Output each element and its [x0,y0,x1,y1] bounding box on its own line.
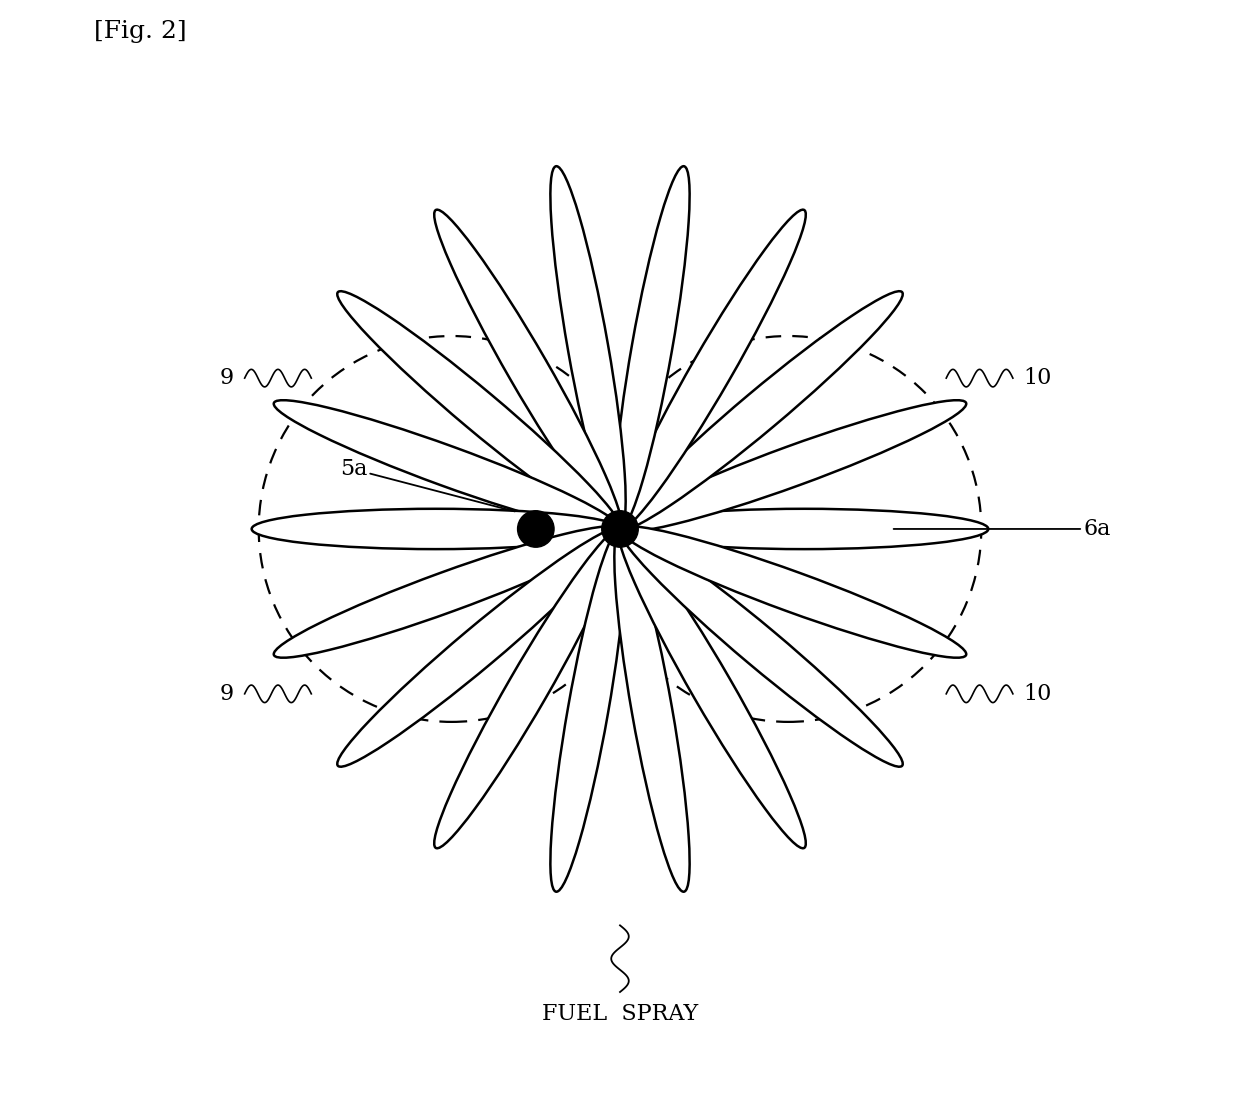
Text: 10: 10 [1023,367,1052,389]
Text: 5a: 5a [340,458,515,512]
Circle shape [517,510,554,548]
Text: 10: 10 [1023,683,1052,705]
Ellipse shape [619,529,806,848]
Ellipse shape [434,210,621,529]
Text: FUEL  SPRAY: FUEL SPRAY [542,1002,698,1024]
Ellipse shape [620,526,966,658]
Ellipse shape [337,291,620,530]
Text: 9: 9 [219,683,234,705]
Ellipse shape [620,528,903,766]
Ellipse shape [252,508,620,549]
Ellipse shape [620,400,966,532]
Ellipse shape [614,529,689,892]
Ellipse shape [434,529,621,848]
Ellipse shape [551,529,626,892]
Ellipse shape [614,166,689,529]
Text: 9: 9 [219,367,234,389]
Ellipse shape [619,210,806,529]
Text: [Fig. 2]: [Fig. 2] [94,21,186,44]
Circle shape [601,510,639,548]
Text: 6a: 6a [894,518,1110,540]
Ellipse shape [551,166,626,529]
Ellipse shape [620,291,903,530]
Ellipse shape [274,526,620,658]
Ellipse shape [337,528,620,766]
Ellipse shape [620,508,988,549]
Ellipse shape [274,400,620,532]
